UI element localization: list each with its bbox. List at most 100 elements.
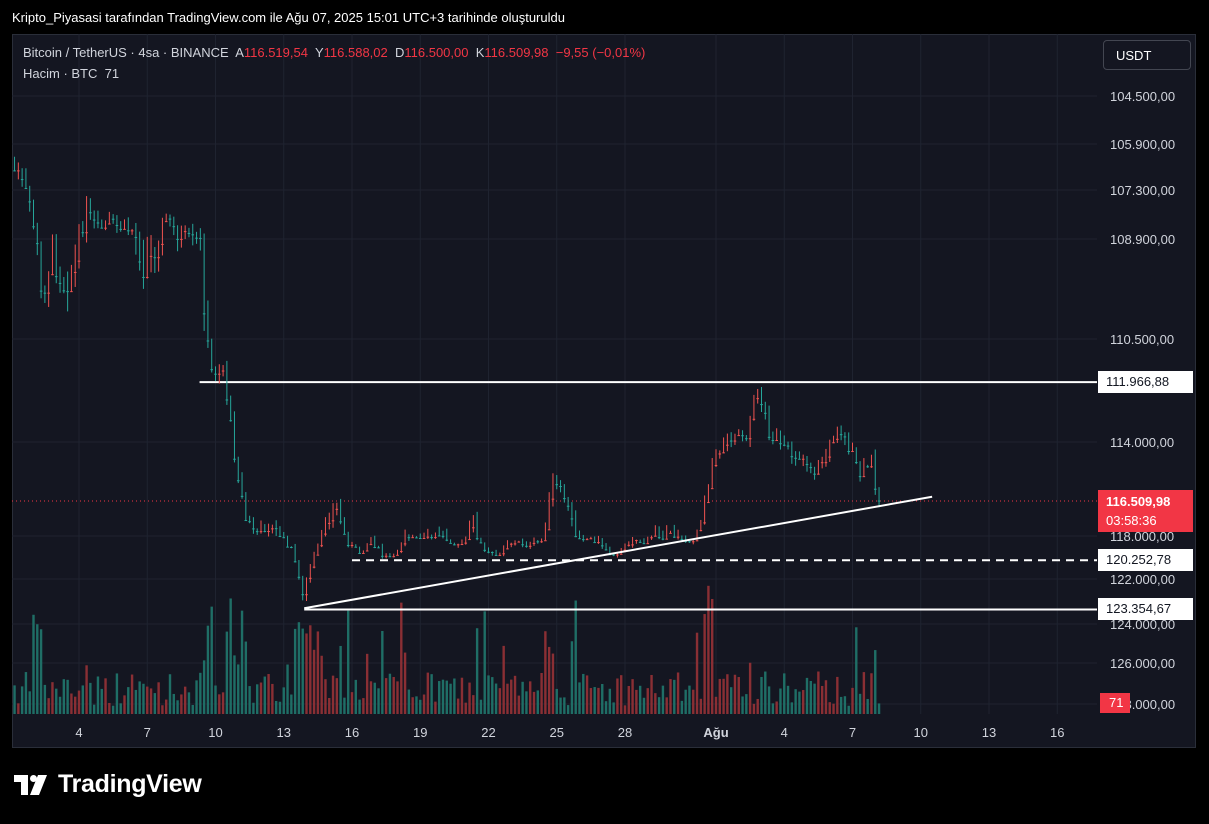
- candle-body: [745, 438, 748, 440]
- volume-bar: [794, 689, 797, 714]
- candle-body: [627, 544, 631, 546]
- volume-bar: [297, 622, 301, 714]
- candle-body: [308, 577, 312, 579]
- volume-bar: [635, 689, 638, 714]
- candle-body: [676, 536, 680, 538]
- volume-bar: [638, 685, 642, 714]
- candle-body: [17, 170, 20, 172]
- volume-bar: [233, 655, 236, 714]
- candle-body: [119, 228, 123, 230]
- volume-bar: [400, 602, 403, 714]
- last-volume-tag: 71: [1100, 693, 1130, 713]
- volume-bar: [836, 676, 839, 714]
- volume-bar: [839, 696, 843, 714]
- candle-body: [176, 238, 179, 240]
- volume-bar: [604, 701, 608, 714]
- candle-body: [286, 546, 289, 548]
- candle-body: [255, 531, 259, 533]
- volume-bar: [612, 702, 615, 714]
- volume-bar: [817, 671, 820, 714]
- tradingview-logo[interactable]: TradingView: [14, 770, 202, 799]
- volume-bar: [820, 685, 824, 714]
- candle-body: [271, 528, 274, 530]
- volume-bar: [851, 687, 854, 714]
- candle-body: [760, 404, 763, 406]
- volume-bar: [608, 688, 612, 714]
- price-tick-label: 124.000,00: [1110, 617, 1175, 632]
- candle-body: [547, 529, 551, 531]
- symbol-label[interactable]: Bitcoin / TetherUS · 4sa · BINANCE: [23, 45, 229, 60]
- brand-name: TradingView: [58, 770, 202, 798]
- time-tick-label: 22: [481, 725, 495, 740]
- candle-body: [657, 537, 661, 539]
- candle-body: [130, 230, 134, 232]
- candle-body: [748, 438, 752, 440]
- candle-body: [809, 467, 813, 469]
- candle-body: [638, 541, 642, 543]
- candle-body: [707, 502, 710, 504]
- candle-body: [339, 521, 342, 523]
- volume-bar: [286, 664, 289, 714]
- volume-bar: [688, 685, 691, 714]
- volume-bar: [456, 698, 460, 714]
- candle-body: [854, 462, 858, 464]
- candle-body: [396, 554, 399, 556]
- open-value: 116.519,54: [243, 45, 308, 60]
- candle-body: [574, 536, 578, 538]
- price-chart[interactable]: 128.000,00126.000,00124.000,00122.000,00…: [12, 34, 1196, 748]
- candle-body: [726, 444, 729, 446]
- volume-bar: [593, 687, 596, 714]
- candle-body: [111, 218, 115, 220]
- candle-body: [369, 544, 373, 546]
- volume-bar: [225, 631, 229, 714]
- volume-bar: [733, 674, 737, 714]
- volume-bar: [70, 693, 73, 714]
- volume-bar: [149, 688, 153, 714]
- time-tick-label: 7: [849, 725, 856, 740]
- volume-bar: [805, 677, 809, 714]
- currency-button[interactable]: USDT: [1103, 40, 1191, 70]
- volume-bar: [582, 673, 585, 714]
- candle-body: [217, 373, 221, 375]
- volume-bar: [570, 641, 574, 714]
- volume-bar: [502, 645, 505, 714]
- candle-body: [775, 440, 778, 442]
- volume-bar: [623, 705, 627, 714]
- candle-body: [472, 527, 475, 529]
- candle-body: [551, 498, 555, 500]
- volume-bar: [468, 682, 471, 714]
- candle-body: [47, 292, 50, 294]
- volume-bar: [115, 673, 119, 714]
- candle-body: [20, 179, 24, 181]
- candle-body: [115, 224, 119, 226]
- horizontal-levels: [12, 381, 1097, 611]
- volume-bar: [77, 690, 81, 714]
- chart-panel[interactable]: [12, 34, 1196, 748]
- candle-body: [381, 555, 384, 557]
- volume-bar: [491, 677, 494, 714]
- candle-body: [58, 282, 62, 284]
- candle-body: [445, 539, 449, 541]
- volume-bar: [802, 690, 805, 714]
- volume-bar: [779, 688, 782, 714]
- candle-body: [92, 219, 96, 221]
- candle-body: [384, 555, 388, 557]
- volume-label[interactable]: Hacim · BTC: [23, 66, 98, 81]
- volume-bar: [438, 681, 441, 714]
- price-tick-label: 107.300,00: [1110, 183, 1175, 198]
- candle-body: [741, 435, 744, 437]
- candle-body: [794, 457, 797, 459]
- volume-bar: [51, 682, 54, 714]
- candle-body: [832, 442, 835, 444]
- candle-body: [801, 458, 805, 460]
- volume-bar: [654, 693, 657, 714]
- candle-body: [805, 464, 809, 466]
- candle-body: [324, 533, 327, 535]
- volume-bar: [331, 675, 335, 714]
- candle-body: [13, 170, 16, 172]
- volume-bar: [601, 684, 604, 714]
- candle-body: [411, 537, 414, 539]
- volume-bar: [616, 678, 619, 714]
- volume-bar: [874, 650, 877, 714]
- candle-body: [418, 538, 422, 540]
